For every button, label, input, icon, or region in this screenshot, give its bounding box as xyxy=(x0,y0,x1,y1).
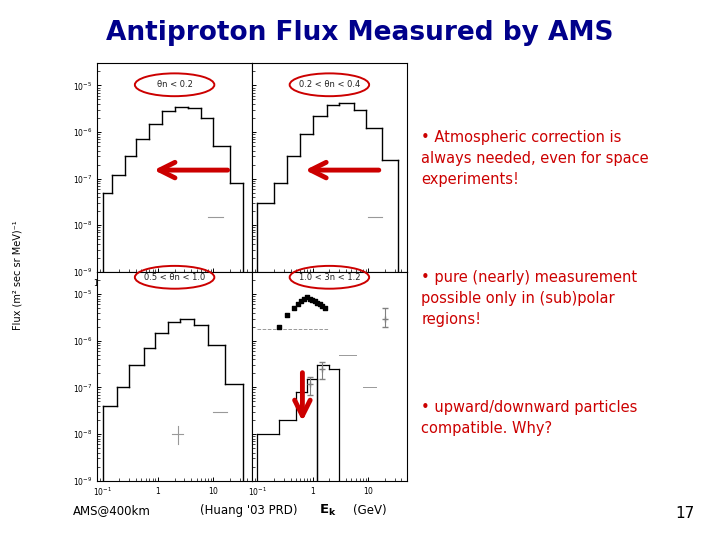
Text: $\mathbf{E_k}$: $\mathbf{E_k}$ xyxy=(319,503,336,518)
Text: (GeV): (GeV) xyxy=(353,504,387,517)
Text: 0.2 < θn < 0.4: 0.2 < θn < 0.4 xyxy=(299,80,360,89)
Point xyxy=(274,322,285,331)
Point xyxy=(301,293,312,302)
Point xyxy=(298,294,310,303)
Text: θn < 0.2: θn < 0.2 xyxy=(157,80,192,89)
Point xyxy=(288,304,300,313)
Point xyxy=(317,302,328,310)
Point xyxy=(292,300,304,309)
Point xyxy=(310,297,321,306)
Point xyxy=(319,304,330,313)
Point xyxy=(295,297,307,306)
Point xyxy=(304,294,315,303)
Text: AMS@400km: AMS@400km xyxy=(73,504,150,517)
Text: 1.0 < 3n < 1.2: 1.0 < 3n < 1.2 xyxy=(299,273,360,282)
Text: • pure (nearly) measurement
possible only in (sub)polar
regions!: • pure (nearly) measurement possible onl… xyxy=(421,270,637,327)
Text: Flux (m² sec sr MeV)⁻¹: Flux (m² sec sr MeV)⁻¹ xyxy=(13,220,23,330)
Text: • Atmospheric correction is
always needed, even for space
experiments!: • Atmospheric correction is always neede… xyxy=(421,130,649,187)
Point xyxy=(314,300,325,309)
Text: (Huang '03 PRD): (Huang '03 PRD) xyxy=(199,504,297,517)
Point xyxy=(282,311,293,320)
Text: • upward/downward particles
compatible. Why?: • upward/downward particles compatible. … xyxy=(421,400,638,436)
Point xyxy=(307,295,318,304)
Text: Antiproton Flux Measured by AMS: Antiproton Flux Measured by AMS xyxy=(107,19,613,46)
Text: 17: 17 xyxy=(675,506,695,521)
Point xyxy=(311,299,323,307)
Text: 0.5 < θn < 1.0: 0.5 < θn < 1.0 xyxy=(144,273,205,282)
